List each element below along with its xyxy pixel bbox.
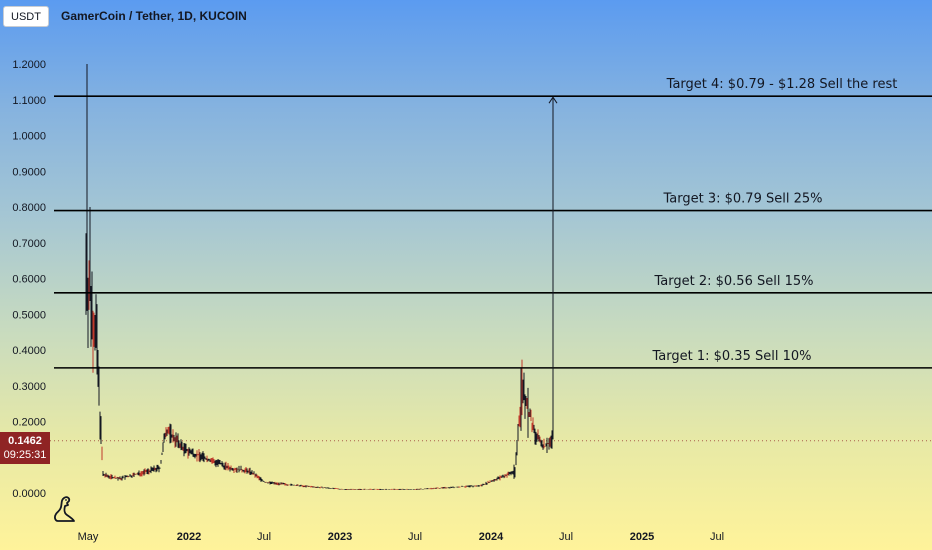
last-price-tag: 0.1462 09:25:31: [0, 432, 50, 464]
x-tick-label: 2025: [630, 531, 654, 543]
x-tick-label: 2023: [328, 531, 352, 543]
bar-countdown: 09:25:31: [3, 449, 47, 461]
y-tick-label: 0.0000: [12, 488, 46, 500]
target-label: Target 4: $0.79 - $1.28 Sell the rest: [666, 77, 898, 92]
x-tick-label: Jul: [408, 531, 422, 543]
x-tick-label: Jul: [257, 531, 271, 543]
y-tick-label: 1.1000: [12, 95, 46, 107]
projection-arrow-head: [548, 96, 558, 104]
tradingview-dino-icon[interactable]: [52, 495, 76, 523]
y-tick-label: 0.6000: [12, 274, 46, 286]
y-tick-label: 0.5000: [12, 309, 46, 321]
y-tick-label: 1.0000: [12, 131, 46, 143]
target-label: Target 1: $0.35 Sell 10%: [652, 349, 812, 364]
last-price-value: 0.1462: [8, 435, 42, 447]
x-tick-label: 2024: [479, 531, 504, 543]
x-tick-label: May: [78, 531, 99, 543]
y-tick-label: 0.4000: [12, 345, 46, 357]
x-tick-label: Jul: [559, 531, 573, 543]
y-tick-label: 0.9000: [12, 166, 46, 178]
x-tick-label: 2022: [177, 531, 201, 543]
x-tick-label: Jul: [710, 531, 724, 543]
target-label: Target 3: $0.79 Sell 25%: [663, 192, 823, 207]
y-tick-label: 0.3000: [12, 381, 46, 393]
y-tick-label: 0.7000: [12, 238, 46, 250]
currency-unit-label: USDT: [11, 10, 41, 23]
target-label: Target 2: $0.56 Sell 15%: [654, 274, 814, 289]
y-tick-label: 1.2000: [12, 59, 46, 71]
y-tick-label: 0.2000: [12, 417, 46, 429]
chart-title: GamerCoin / Tether, 1D, KUCOIN: [61, 9, 247, 23]
currency-unit-button[interactable]: USDT: [3, 6, 49, 27]
y-tick-label: 0.8000: [12, 202, 46, 214]
